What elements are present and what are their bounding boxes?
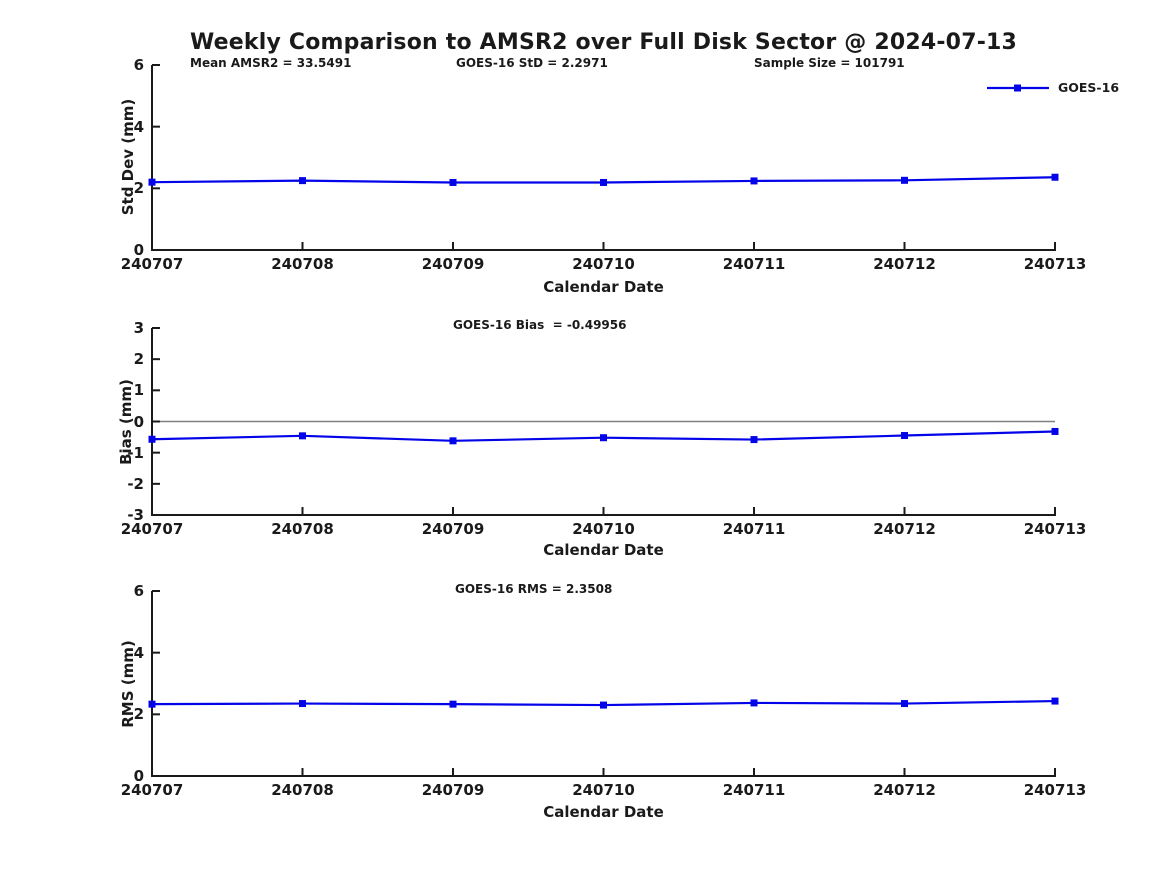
annotation-sample-size: Sample Size = 101791 — [754, 56, 905, 70]
x-tick-label: 240708 — [271, 781, 334, 799]
annotation-goes16-bias: GOES-16 Bias = -0.49956 — [453, 318, 627, 332]
y-tick-label: 2 — [133, 179, 144, 198]
x-tick-label: 240709 — [421, 520, 485, 538]
data-point-240708 — [299, 700, 306, 708]
data-point-240711 — [750, 436, 758, 444]
x-tick-label: 240708 — [271, 520, 334, 538]
data-point-240712 — [901, 700, 908, 708]
x-tick-label: 240707 — [120, 255, 184, 273]
x-tick-label: 240713 — [1023, 255, 1087, 273]
data-point-240713 — [1051, 697, 1059, 705]
y-tick-label: 2 — [133, 350, 144, 369]
x-tick-label: 240713 — [1023, 781, 1087, 799]
x-tick-label: 240712 — [873, 781, 936, 799]
y-tick-label: 0 — [133, 241, 144, 259]
x-tick-label: 240710 — [572, 520, 635, 538]
y-tick-label: 0 — [133, 412, 144, 431]
data-point-240707 — [148, 435, 156, 443]
x-axis-label-stddev: Calendar Date — [543, 278, 664, 296]
x-tick-label: 240712 — [873, 520, 936, 538]
y-tick-label: -3 — [127, 506, 144, 524]
data-point-240711 — [750, 177, 758, 185]
y-tick-label: 1 — [133, 381, 144, 400]
legend-label: GOES-16 — [1058, 80, 1120, 95]
annotation-mean-amsr2: Mean AMSR2 = 33.5491 — [190, 56, 352, 70]
x-tick-label: 240710 — [572, 255, 635, 273]
y-tick-label: 2 — [133, 705, 144, 724]
y-tick-label: 4 — [133, 643, 144, 662]
panel-std-dev — [148, 64, 1059, 251]
data-point-240712 — [901, 432, 908, 440]
x-tick-label: 240711 — [722, 781, 786, 799]
x-tick-label: 240708 — [271, 255, 334, 273]
data-point-240709 — [449, 437, 457, 445]
data-point-240707 — [148, 700, 156, 708]
x-tick-label: 240711 — [722, 255, 786, 273]
x-tick-label: 240711 — [722, 520, 786, 538]
y-tick-label: 6 — [133, 582, 144, 600]
y-tick-label: 0 — [133, 767, 144, 785]
legend: GOES-16 — [985, 80, 1119, 95]
data-point-240709 — [449, 700, 457, 708]
data-point-240710 — [600, 701, 607, 709]
data-point-240710 — [600, 434, 607, 442]
data-point-240710 — [600, 178, 607, 186]
x-tick-label: 240709 — [421, 255, 485, 273]
data-point-240713 — [1051, 427, 1059, 435]
panel-bias — [148, 327, 1059, 516]
data-point-240708 — [299, 177, 306, 185]
y-tick-label: 4 — [133, 117, 144, 136]
x-tick-label: 240707 — [120, 520, 184, 538]
x-tick-label: 240710 — [572, 781, 635, 799]
data-point-240712 — [901, 176, 908, 184]
y-tick-label: -2 — [127, 474, 144, 493]
data-point-240708 — [299, 432, 306, 440]
data-point-240713 — [1051, 173, 1059, 181]
annotation-goes16-std: GOES-16 StD = 2.2971 — [456, 56, 608, 70]
x-axis-label-bias: Calendar Date — [543, 541, 664, 559]
panel-rms — [148, 590, 1059, 777]
annotation-goes16-rms: GOES-16 RMS = 2.3508 — [455, 582, 613, 596]
y-tick-label: 6 — [133, 56, 144, 74]
y-tick-label: 3 — [133, 319, 144, 337]
x-tick-label: 240712 — [873, 255, 936, 273]
x-axis-label-rms: Calendar Date — [543, 803, 664, 821]
data-point-240709 — [449, 178, 457, 186]
y-tick-label: -1 — [127, 443, 144, 462]
data-point-240707 — [148, 178, 156, 186]
x-tick-label: 240709 — [421, 781, 485, 799]
data-point-240711 — [750, 699, 758, 707]
legend-line-marker-icon — [987, 84, 1049, 91]
x-tick-label: 240713 — [1023, 520, 1087, 538]
chart-title: Weekly Comparison to AMSR2 over Full Dis… — [189, 30, 1018, 55]
x-tick-label: 240707 — [120, 781, 184, 799]
